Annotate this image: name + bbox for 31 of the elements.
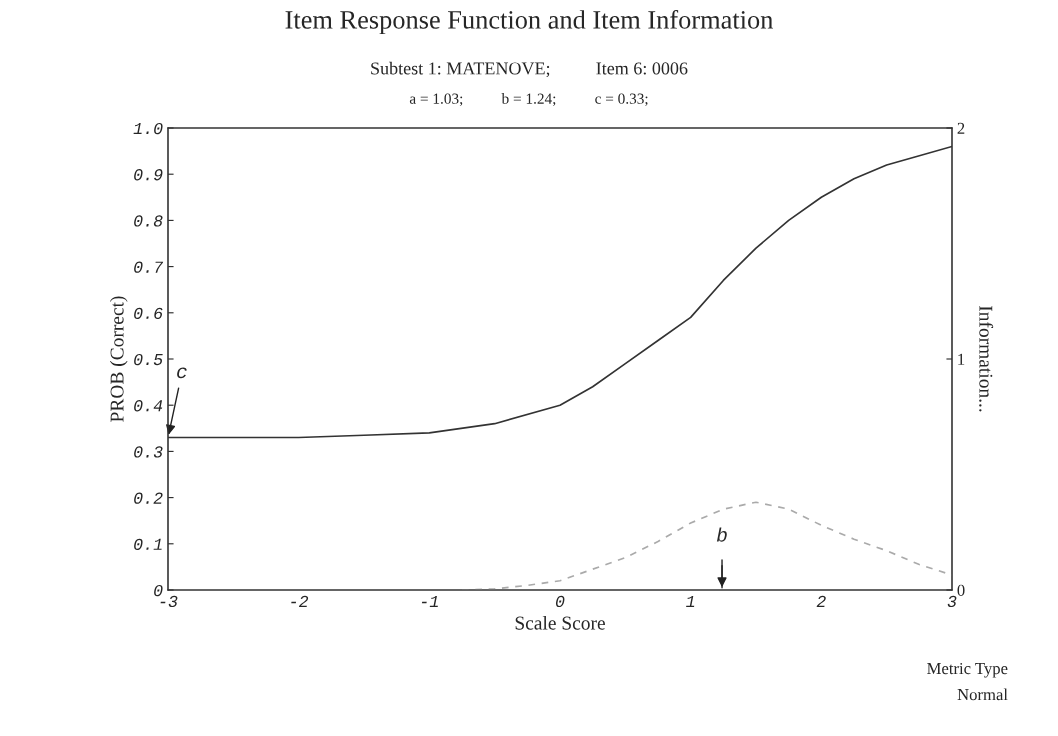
x-axis-title: Scale Score xyxy=(515,615,605,630)
y-tick-label: 0.6 xyxy=(134,307,163,319)
y-tick-label: 0.7 xyxy=(134,261,164,273)
x-tick-label: 1 xyxy=(686,595,695,607)
x-tick-label: 3 xyxy=(947,595,957,608)
y2-tick-label: 1 xyxy=(958,353,965,365)
y-tick-label: 0.9 xyxy=(134,169,163,181)
y-tick-label: 0 xyxy=(154,584,163,597)
text: Normal xyxy=(957,688,1008,701)
y-tick-label: 0.3 xyxy=(134,446,163,458)
x-tick-label: 2 xyxy=(816,595,826,607)
y-tick-label: 0.1 xyxy=(134,538,162,550)
chart-title: Item Response Function and Item Information xyxy=(285,9,774,35)
text: a = 1.03; b = 1.24; c = 0.33; xyxy=(409,93,648,107)
text: Metric Type xyxy=(927,662,1008,678)
y-axis-title: PROB (Correct) xyxy=(109,296,128,422)
chart-subtitle: Subtest 1: MATENOVE; Item 6: 0006 xyxy=(371,61,688,78)
y2-axis-title: Information... xyxy=(979,305,994,412)
y2-tick-label: 2 xyxy=(957,122,965,134)
y-tick-label: 0.8 xyxy=(134,215,163,227)
x-tick-label: -1 xyxy=(421,595,438,607)
y2-tick-label: 0 xyxy=(957,584,965,596)
x-tick-label: -2 xyxy=(291,595,309,607)
y-tick-label: 0.2 xyxy=(134,492,163,504)
annotation: c xyxy=(177,367,187,379)
ref-line-label: b xyxy=(716,527,727,542)
y-tick-label: 0.5 xyxy=(134,353,163,366)
y-tick-label: 0.4 xyxy=(134,400,163,412)
x-tick-label: -3 xyxy=(160,595,178,608)
y-tick-label: 1.0 xyxy=(133,122,163,135)
x-tick-label: 0 xyxy=(555,595,565,608)
